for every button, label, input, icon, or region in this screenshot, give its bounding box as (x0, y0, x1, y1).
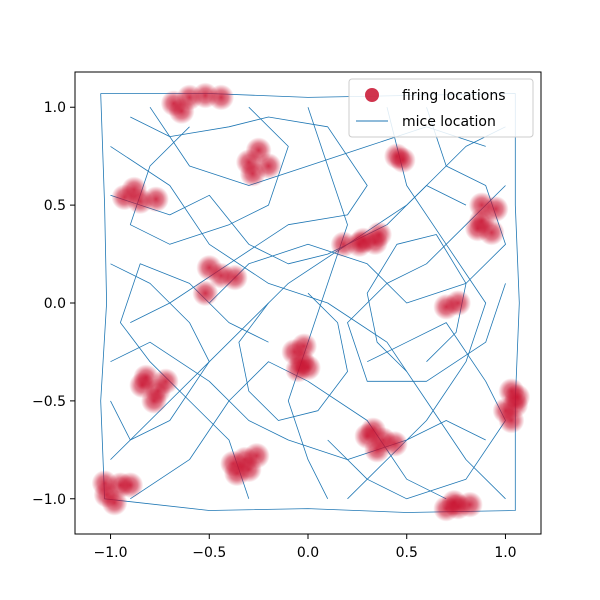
y-tick-label: −0.5 (32, 394, 66, 410)
x-tick-label: −0.5 (192, 545, 226, 561)
trajectory-path (366, 234, 467, 372)
firing-point (354, 423, 381, 450)
y-tick-label: 0.5 (44, 198, 66, 214)
trajectory-path (110, 341, 486, 460)
x-axis: −1.0 −0.5 0.0 0.5 1.0 (94, 534, 517, 561)
firing-point (389, 147, 416, 174)
y-tick-label: −1.0 (32, 492, 66, 508)
firing-point (492, 397, 519, 424)
firing-point (221, 264, 248, 291)
x-tick-label: 0.5 (396, 545, 418, 561)
firing-point (121, 176, 148, 203)
trajectory-path (110, 185, 467, 265)
firing-point (152, 368, 179, 395)
trajectory-path (110, 263, 210, 441)
firing-point (285, 356, 312, 383)
firing-point (129, 372, 156, 399)
firing-point (441, 489, 468, 516)
firing-point (464, 215, 491, 242)
legend: firing locations mice location (348, 78, 534, 138)
legend-firing-marker (365, 88, 379, 102)
legend-box (348, 78, 534, 138)
x-tick-label: 0.0 (297, 545, 319, 561)
firing-point (192, 280, 219, 307)
legend-label-firing: firing locations (402, 88, 506, 104)
firing-point (350, 227, 377, 254)
firing-point (168, 98, 195, 125)
firing-point (291, 333, 318, 360)
firing-point (235, 456, 262, 483)
trajectory-path (347, 185, 506, 382)
trajectory-path (238, 292, 348, 421)
trajectory-path (287, 107, 348, 499)
firing-point (445, 290, 472, 316)
y-tick-label: 0.0 (44, 296, 66, 312)
trajectory-path (110, 146, 506, 500)
y-tick-label: 1.0 (44, 100, 66, 116)
firing-point (208, 84, 235, 111)
firing-locations-series (91, 82, 531, 522)
firing-point (117, 472, 144, 499)
x-tick-label: 1.0 (494, 545, 516, 561)
y-axis: −1.0 −0.5 0.0 0.5 1.0 (32, 100, 75, 508)
trajectory-path (129, 106, 289, 245)
firing-point (239, 160, 266, 187)
legend-label-mice: mice location (402, 114, 496, 130)
firing-point (143, 186, 169, 213)
x-tick-label: −1.0 (94, 545, 128, 561)
trajectory-path (120, 263, 269, 499)
trajectory-path (209, 107, 506, 304)
